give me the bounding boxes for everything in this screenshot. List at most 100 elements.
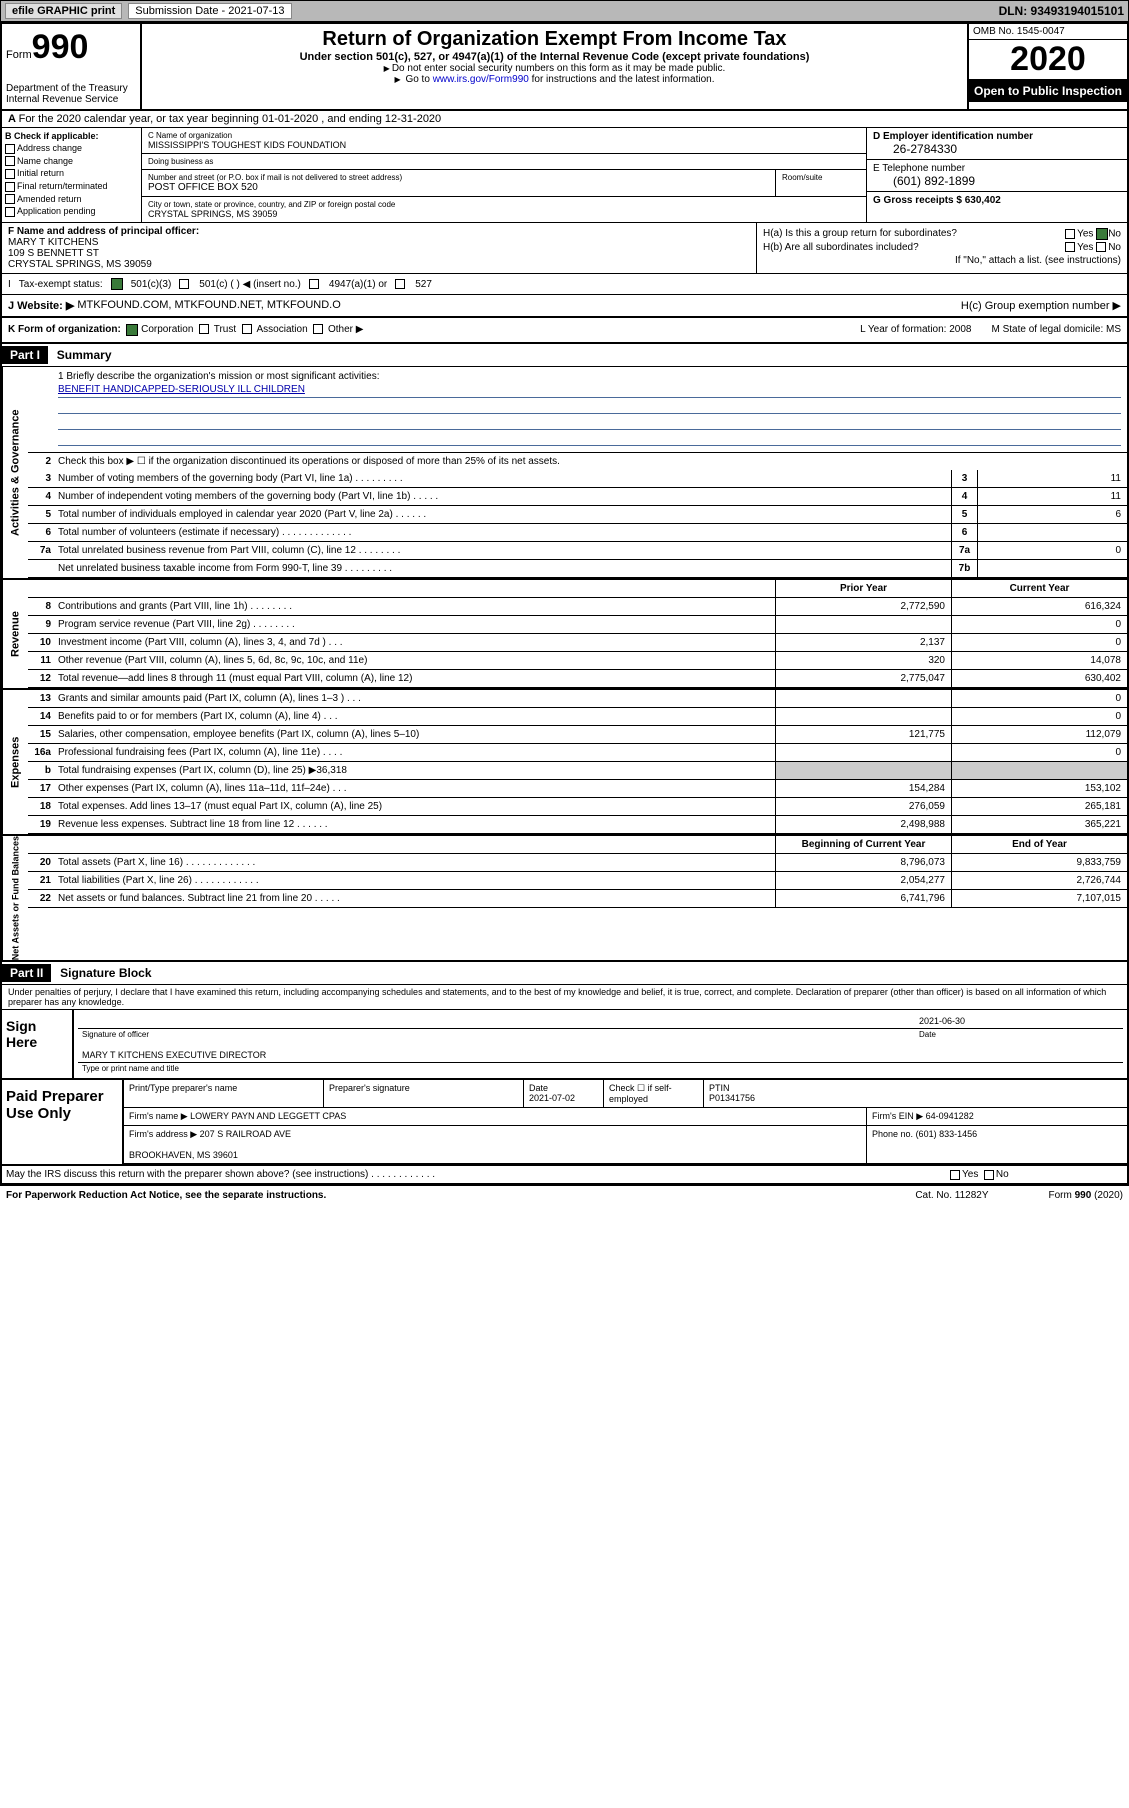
prior-year-hdr: Prior Year bbox=[775, 580, 951, 597]
check-applicable-block: B Check if applicable: Address change Na… bbox=[2, 128, 142, 222]
irs-link[interactable]: www.irs.gov/Form990 bbox=[433, 74, 529, 85]
exp-line: 16aProfessional fundraising fees (Part I… bbox=[28, 744, 1127, 762]
preparer-date: Date2021-07-02 bbox=[524, 1080, 604, 1107]
corp-checkbox[interactable] bbox=[126, 324, 138, 336]
trust-checkbox[interactable] bbox=[199, 324, 209, 334]
tax-year: 2020 bbox=[969, 40, 1127, 80]
dba-cell: Doing business as bbox=[142, 154, 866, 170]
paid-preparer-label: Paid Preparer Use Only bbox=[2, 1080, 122, 1164]
form-subtitle: Under section 501(c), 527, or 4947(a)(1)… bbox=[146, 51, 963, 63]
firm-name: Firm's name ▶ LOWERY PAYN AND LEGGETT CP… bbox=[124, 1108, 867, 1125]
submission-date: Submission Date - 2021-07-13 bbox=[128, 3, 291, 19]
name-change-checkbox[interactable] bbox=[5, 156, 15, 166]
end-year-hdr: End of Year bbox=[951, 836, 1127, 853]
efile-button[interactable]: efile GRAPHIC print bbox=[5, 3, 122, 19]
net-line: 21Total liabilities (Part X, line 26) . … bbox=[28, 872, 1127, 890]
ssn-note: Do not enter social security numbers on … bbox=[146, 63, 963, 74]
part1-header: Part I Summary bbox=[2, 344, 1127, 367]
preparer-name-hdr: Print/Type preparer's name bbox=[124, 1080, 324, 1107]
exp-line: 13Grants and similar amounts paid (Part … bbox=[28, 690, 1127, 708]
phone-cell: E Telephone number (601) 892-1899 bbox=[867, 160, 1127, 192]
4947-checkbox[interactable] bbox=[309, 279, 319, 289]
rev-line: 10Investment income (Part VIII, column (… bbox=[28, 634, 1127, 652]
527-checkbox[interactable] bbox=[395, 279, 405, 289]
exp-line: 14Benefits paid to or for members (Part … bbox=[28, 708, 1127, 726]
officer-signature[interactable] bbox=[82, 1016, 919, 1026]
room-cell: Room/suite bbox=[776, 170, 866, 196]
net-line: 20Total assets (Part X, line 16) . . . .… bbox=[28, 854, 1127, 872]
principal-officer: F Name and address of principal officer:… bbox=[2, 223, 757, 273]
gov-line: 7aTotal unrelated business revenue from … bbox=[28, 542, 1127, 560]
city-cell: City or town, state or province, country… bbox=[142, 196, 866, 222]
gov-line: 6Total number of volunteers (estimate if… bbox=[28, 524, 1127, 542]
gov-line: 5Total number of individuals employed in… bbox=[28, 506, 1127, 524]
form-title: Return of Organization Exempt From Incom… bbox=[146, 28, 963, 51]
exp-line: 15Salaries, other compensation, employee… bbox=[28, 726, 1127, 744]
top-toolbar: efile GRAPHIC print Submission Date - 20… bbox=[0, 0, 1129, 22]
other-checkbox[interactable] bbox=[313, 324, 323, 334]
page-footer: For Paperwork Reduction Act Notice, see … bbox=[0, 1186, 1129, 1205]
mission-block: 1 Briefly describe the organization's mi… bbox=[28, 367, 1127, 453]
initial-return-checkbox[interactable] bbox=[5, 169, 15, 179]
rev-line: 9Program service revenue (Part VIII, lin… bbox=[28, 616, 1127, 634]
sign-here-label: Sign Here bbox=[2, 1010, 72, 1078]
group-return-block: H(a) Is this a group return for subordin… bbox=[757, 223, 1127, 273]
side-revenue: Revenue bbox=[2, 580, 28, 688]
preparer-sig-hdr: Preparer's signature bbox=[324, 1080, 524, 1107]
begin-year-hdr: Beginning of Current Year bbox=[775, 836, 951, 853]
part2-header: Part II Signature Block bbox=[2, 962, 1127, 985]
exp-line: bTotal fundraising expenses (Part IX, co… bbox=[28, 762, 1127, 780]
gov-line: 4Number of independent voting members of… bbox=[28, 488, 1127, 506]
side-expenses: Expenses bbox=[2, 690, 28, 834]
firm-phone: Phone no. (601) 833-1456 bbox=[867, 1126, 1127, 1163]
net-line: 22Net assets or fund balances. Subtract … bbox=[28, 890, 1127, 908]
ein-cell: D Employer identification number 26-2784… bbox=[867, 128, 1127, 160]
ptin-cell: PTINP01341756 bbox=[704, 1080, 1127, 1107]
amended-return-checkbox[interactable] bbox=[5, 194, 15, 204]
form-id-block: Form990 Department of the Treasury Inter… bbox=[2, 24, 142, 109]
instructions-note: Go to www.irs.gov/Form990 for instructio… bbox=[146, 74, 963, 85]
hb-yes-checkbox[interactable] bbox=[1065, 242, 1075, 252]
perjury-text: Under penalties of perjury, I declare th… bbox=[2, 985, 1127, 1010]
rev-line: 8Contributions and grants (Part VIII, li… bbox=[28, 598, 1127, 616]
self-employed-check: Check ☐ if self-employed bbox=[604, 1080, 704, 1107]
discuss-yes-checkbox[interactable] bbox=[950, 1170, 960, 1180]
website-label: J Website: ▶ bbox=[8, 299, 74, 312]
gross-receipts-cell: G Gross receipts $ 630,402 bbox=[867, 192, 1127, 209]
side-net-assets: Net Assets or Fund Balances bbox=[2, 836, 28, 960]
omb-number: OMB No. 1545-0047 bbox=[969, 24, 1127, 40]
rev-line: 12Total revenue—add lines 8 through 11 (… bbox=[28, 670, 1127, 688]
final-return-checkbox[interactable] bbox=[5, 182, 15, 192]
current-year-hdr: Current Year bbox=[951, 580, 1127, 597]
gov-line: 3Number of voting members of the governi… bbox=[28, 470, 1127, 488]
sign-date: 2021-06-30 bbox=[919, 1016, 1119, 1026]
form-of-org: K Form of organization: Corporation Trus… bbox=[2, 318, 1127, 344]
501c-checkbox[interactable] bbox=[179, 279, 189, 289]
exp-line: 19Revenue less expenses. Subtract line 1… bbox=[28, 816, 1127, 834]
address-change-checkbox[interactable] bbox=[5, 144, 15, 154]
website-value: MTKFOUND.COM, MTKFOUND.NET, MTKFOUND.O bbox=[77, 299, 340, 312]
exp-line: 17Other expenses (Part IX, column (A), l… bbox=[28, 780, 1127, 798]
discuss-no-checkbox[interactable] bbox=[984, 1170, 994, 1180]
tax-year-range: A For the 2020 calendar year, or tax yea… bbox=[2, 111, 1127, 128]
501c3-checkbox[interactable] bbox=[111, 278, 123, 290]
ha-yes-checkbox[interactable] bbox=[1065, 229, 1075, 239]
hc-label: H(c) Group exemption number ▶ bbox=[961, 299, 1121, 312]
side-governance: Activities & Governance bbox=[2, 367, 28, 578]
dept-label: Department of the Treasury Internal Reve… bbox=[6, 83, 136, 105]
exp-line: 18Total expenses. Add lines 13–17 (must … bbox=[28, 798, 1127, 816]
street-cell: Number and street (or P.O. box if mail i… bbox=[142, 170, 776, 196]
application-pending-checkbox[interactable] bbox=[5, 207, 15, 217]
officer-name: MARY T KITCHENS EXECUTIVE DIRECTOR bbox=[82, 1050, 266, 1060]
tax-exempt-status: I Tax-exempt status: 501(c)(3) 501(c) ( … bbox=[2, 274, 1127, 295]
ha-no-checkbox[interactable] bbox=[1096, 228, 1108, 240]
assoc-checkbox[interactable] bbox=[242, 324, 252, 334]
firm-ein: Firm's EIN ▶ 64-0941282 bbox=[867, 1108, 1127, 1125]
dln-label: DLN: 93493194015101 bbox=[999, 4, 1124, 18]
gov-line: Net unrelated business taxable income fr… bbox=[28, 560, 1127, 578]
hb-no-checkbox[interactable] bbox=[1096, 242, 1106, 252]
org-name-cell: C Name of organization MISSISSIPPI'S TOU… bbox=[142, 128, 866, 154]
form-990-page: Form990 Department of the Treasury Inter… bbox=[0, 22, 1129, 1186]
firm-address: Firm's address ▶ 207 S RAILROAD AVEBROOK… bbox=[124, 1126, 867, 1163]
discuss-row: May the IRS discuss this return with the… bbox=[2, 1166, 1127, 1184]
